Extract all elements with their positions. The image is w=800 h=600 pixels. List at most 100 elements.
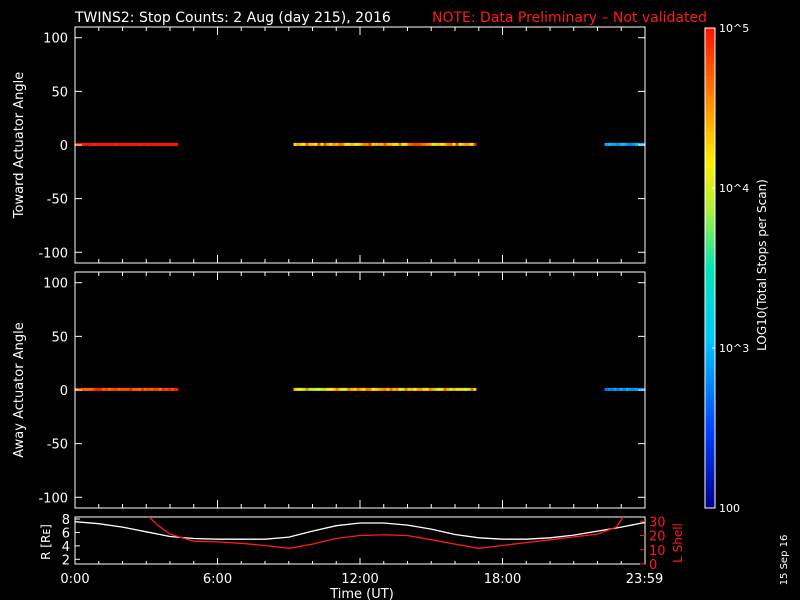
heatmap-zero-stripe bbox=[156, 387, 159, 391]
heatmap-zero-stripe bbox=[129, 387, 132, 391]
heatmap-zero-stripe bbox=[368, 387, 372, 391]
heatmap-zero-stripe bbox=[640, 387, 644, 391]
heatmap-zero-stripe bbox=[437, 387, 441, 391]
heatmap-zero-stripe bbox=[634, 387, 638, 391]
colorbar-swatch bbox=[705, 48, 715, 53]
colorbar-swatch bbox=[705, 412, 715, 417]
heatmap-zero-stripe bbox=[643, 142, 645, 146]
colorbar-swatch bbox=[705, 192, 715, 197]
heatmap-zero-stripe bbox=[434, 142, 438, 146]
y-tick-label: -100 bbox=[38, 246, 68, 261]
heatmap-zero-stripe bbox=[99, 387, 102, 391]
heatmap-zero-stripe bbox=[416, 387, 420, 391]
heatmap-zero-stripe bbox=[637, 387, 641, 391]
heatmap-zero-stripe bbox=[413, 142, 417, 146]
colorbar-swatch bbox=[705, 156, 715, 161]
colorbar-swatch bbox=[705, 92, 715, 97]
colorbar-swatch bbox=[705, 492, 715, 497]
heatmap-zero-stripe bbox=[604, 142, 608, 146]
colorbar-swatch bbox=[705, 276, 715, 281]
heatmap-zero-stripe bbox=[449, 142, 453, 146]
y-tick-label: 50 bbox=[51, 85, 68, 100]
y-tick-label-left: 2 bbox=[62, 553, 70, 568]
colorbar-swatch bbox=[705, 408, 715, 413]
colorbar-swatch bbox=[705, 132, 715, 137]
heatmap-zero-stripe bbox=[138, 142, 141, 146]
heatmap-zero-stripe bbox=[383, 142, 387, 146]
colorbar-swatch bbox=[705, 144, 715, 149]
colorbar-swatch bbox=[705, 348, 715, 353]
heatmap-zero-stripe bbox=[87, 142, 90, 146]
colorbar-swatch bbox=[705, 128, 715, 133]
away-panel: 100 50 0 -50 -100 bbox=[38, 271, 646, 509]
colorbar-swatch bbox=[705, 380, 715, 385]
heatmap-zero-stripe bbox=[320, 142, 324, 146]
heatmap-zero-stripe bbox=[174, 387, 177, 391]
heatmap-zero-stripe bbox=[443, 142, 447, 146]
heatmap-zero-stripe bbox=[392, 142, 396, 146]
heatmap-zero-stripe bbox=[443, 387, 447, 391]
series-r bbox=[75, 521, 645, 540]
heatmap-zero-stripe bbox=[171, 387, 174, 391]
heatmap-zero-stripe bbox=[93, 142, 96, 146]
heatmap-zero-stripe bbox=[81, 142, 84, 146]
heatmap-zero-stripe bbox=[168, 142, 171, 146]
colorbar-swatch bbox=[705, 344, 715, 349]
colorbar-swatch bbox=[705, 404, 715, 409]
heatmap-zero-stripe bbox=[452, 142, 456, 146]
heatmap-zero-stripe bbox=[293, 142, 297, 146]
heatmap-zero-stripe bbox=[138, 387, 141, 391]
heatmap-zero-stripe bbox=[129, 142, 132, 146]
colorbar-swatch bbox=[705, 180, 715, 185]
colorbar-swatch bbox=[705, 388, 715, 393]
heatmap-zero-stripe bbox=[607, 142, 611, 146]
heatmap-zero-stripe bbox=[455, 142, 459, 146]
heatmap-zero-stripe bbox=[452, 387, 456, 391]
y-tick-label: 0 bbox=[60, 384, 68, 399]
colorbar-swatch bbox=[705, 216, 715, 221]
heatmap-zero-stripe bbox=[353, 387, 357, 391]
colorbar-swatch bbox=[705, 476, 715, 481]
colorbar-swatch bbox=[705, 240, 715, 245]
heatmap-zero-stripe bbox=[135, 142, 138, 146]
colorbar-swatch bbox=[705, 36, 715, 41]
y-tick-label-right: 30 bbox=[649, 515, 666, 530]
heatmap-zero-stripe bbox=[401, 387, 405, 391]
y-tick-label: -50 bbox=[47, 193, 68, 208]
heatmap-zero-stripe bbox=[308, 387, 312, 391]
heatmap-zero-stripe bbox=[604, 387, 608, 391]
heatmap-zero-stripe bbox=[81, 387, 84, 391]
colorbar-tick-label: 10^5 bbox=[719, 22, 749, 35]
heatmap-zero-stripe bbox=[126, 387, 129, 391]
heatmap-zero-stripe bbox=[147, 387, 150, 391]
heatmap-zero-stripe bbox=[120, 142, 123, 146]
colorbar-swatch bbox=[705, 140, 715, 145]
heatmap-zero-stripe bbox=[398, 142, 402, 146]
x-tick-label: 6:00 bbox=[203, 572, 232, 587]
away-y-label: Away Actuator Angle bbox=[12, 322, 27, 457]
y-tick-label: 50 bbox=[51, 330, 68, 345]
heatmap-zero-stripe bbox=[150, 387, 153, 391]
heatmap-zero-stripe bbox=[114, 387, 117, 391]
heatmap-zero-stripe bbox=[162, 387, 165, 391]
heatmap-zero-stripe bbox=[407, 142, 411, 146]
heatmap-zero-stripe bbox=[329, 142, 333, 146]
colorbar-swatch bbox=[705, 84, 715, 89]
heatmap-zero-stripe bbox=[643, 387, 645, 391]
heatmap-zero-stripe bbox=[461, 142, 465, 146]
colorbar-swatch bbox=[705, 424, 715, 429]
heatmap-zero-stripe bbox=[150, 142, 153, 146]
colorbar-swatch bbox=[705, 364, 715, 369]
colorbar-swatch bbox=[705, 256, 715, 261]
heatmap-zero-stripe bbox=[464, 387, 468, 391]
colorbar-swatch bbox=[705, 168, 715, 173]
colorbar-swatch bbox=[705, 120, 715, 125]
colorbar-swatch bbox=[705, 480, 715, 485]
heatmap-zero-stripe bbox=[344, 142, 348, 146]
heatmap-zero-stripe bbox=[102, 142, 105, 146]
colorbar-swatch bbox=[705, 136, 715, 141]
heatmap-zero-stripe bbox=[341, 387, 345, 391]
heatmap-zero-stripe bbox=[374, 142, 378, 146]
heatmap-zero-stripe bbox=[126, 142, 129, 146]
heatmap-zero-stripe bbox=[637, 142, 641, 146]
